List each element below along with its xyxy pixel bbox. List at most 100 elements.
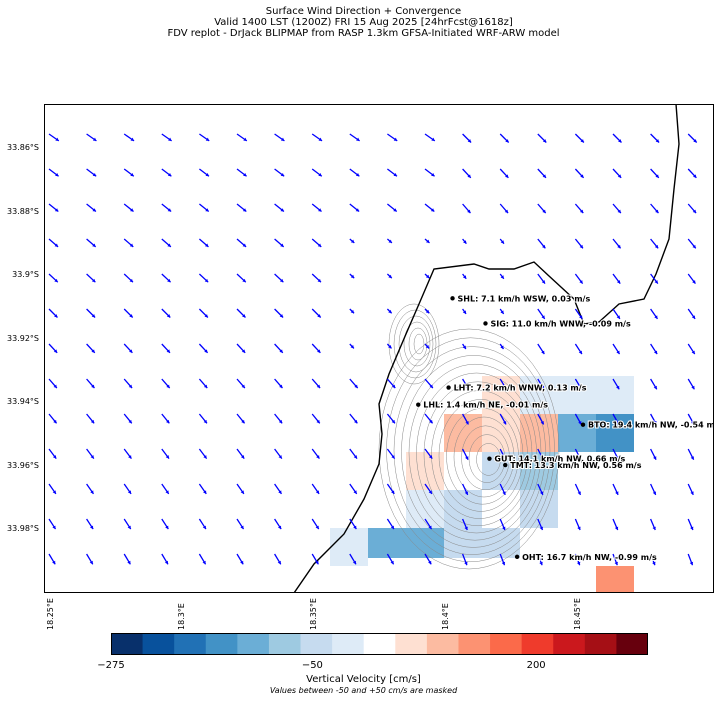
wind-arrow <box>537 553 543 566</box>
lat-tick-label: 33.98°S <box>7 524 39 534</box>
wind-arrow <box>462 483 469 496</box>
wind-arrow <box>86 483 95 495</box>
wind-arrow <box>574 448 582 460</box>
wind-arrow <box>198 343 209 354</box>
station-dot <box>580 422 586 427</box>
terrain-contour <box>423 381 533 527</box>
wind-arrow <box>424 133 436 142</box>
wind-arrow <box>537 413 545 425</box>
wind-arrow <box>311 168 323 177</box>
wind-arrow <box>687 448 695 460</box>
wind-arrow <box>649 553 656 566</box>
station-marker: SIG: 11.0 km/h WNW, -0.09 m/s <box>483 318 632 329</box>
wind-arrow <box>198 273 209 283</box>
wind-arrow <box>424 483 433 495</box>
wind-arrow <box>236 203 247 213</box>
lat-tick-label: 33.96°S <box>7 460 39 470</box>
lat-tick-label: 33.86°S <box>7 143 39 153</box>
lat-tick-label: 33.9°S <box>12 270 39 280</box>
wind-arrow <box>424 238 430 244</box>
wind-arrow <box>349 553 357 565</box>
wind-arrow <box>86 133 97 142</box>
wind-arrow <box>311 553 319 565</box>
wind-arrow <box>123 238 134 248</box>
terrain-contour <box>386 337 555 563</box>
wind-arrow <box>86 518 94 530</box>
colorbar-swatch <box>584 633 617 655</box>
wind-arrow <box>537 378 545 390</box>
wind-arrow <box>311 413 321 424</box>
wind-arrow <box>574 378 583 390</box>
wind-arrow <box>349 413 358 424</box>
wind-arrow <box>687 133 698 143</box>
wind-arrow <box>161 168 172 177</box>
wind-arrow <box>424 378 434 389</box>
wind-arrow <box>274 483 283 495</box>
wind-arrow <box>612 518 619 531</box>
wind-arrow <box>86 308 96 318</box>
wind-arrow <box>274 238 285 248</box>
wind-arrow <box>274 308 284 318</box>
wind-arrow <box>650 203 659 214</box>
wind-arrow <box>612 168 622 179</box>
terrain-contour <box>438 399 524 512</box>
wind-arrow <box>612 448 620 460</box>
wind-arrow <box>161 133 173 142</box>
wind-arrow <box>687 273 696 284</box>
wind-arrow <box>311 343 321 354</box>
wind-arrow <box>499 518 506 531</box>
wind-arrow <box>86 238 97 248</box>
terrain-contour <box>461 425 510 491</box>
wind-arrow <box>574 273 584 284</box>
title-line-3: FDV replot - DrJack BLIPMAP from RASP 1.… <box>167 28 560 39</box>
wind-arrow <box>574 518 581 531</box>
wind-arrow <box>236 448 245 459</box>
colorbar-swatch <box>395 633 428 655</box>
wind-arrow <box>274 273 284 283</box>
wind-arrow <box>123 168 135 177</box>
wind-arrow <box>48 168 59 177</box>
wind-arrow <box>499 203 509 214</box>
colorbar-swatch <box>616 633 648 655</box>
station-dot <box>487 456 492 461</box>
lon-tick-label: 18.45°E <box>572 598 582 630</box>
colorbar-swatch <box>174 633 207 655</box>
terrain-contour <box>476 443 501 476</box>
vv-cell <box>406 452 444 490</box>
wind-arrow <box>123 553 131 565</box>
wind-arrow <box>499 308 505 315</box>
terrain-contour <box>416 372 537 534</box>
wind-arrow <box>48 483 57 495</box>
station-dot <box>503 462 508 468</box>
wind-arrow <box>574 553 581 566</box>
lon-tick-label: 18.4°E <box>440 603 450 630</box>
vv-cell <box>558 414 596 452</box>
wind-arrow <box>161 483 170 495</box>
wind-arrow <box>424 343 430 349</box>
wind-arrow <box>198 203 210 213</box>
wind-arrow <box>537 273 546 284</box>
wind-arrow <box>86 343 96 354</box>
wind-arrow <box>198 308 209 318</box>
colorbar-swatch <box>490 633 523 655</box>
wind-arrow <box>462 378 470 390</box>
map-plot: SHL: 7.1 km/h WSW, 0.03 m/s SIG: 11.0 km/… <box>44 104 714 593</box>
terrain-contour <box>393 346 551 555</box>
wind-arrow <box>48 203 59 213</box>
colorbar-swatch <box>426 633 459 655</box>
colorbar-tick-label: −275 <box>97 660 125 671</box>
wind-arrow <box>311 203 322 213</box>
wind-arrow <box>574 483 582 496</box>
wind-arrow <box>123 448 132 459</box>
wind-arrow <box>462 413 469 425</box>
wind-arrow <box>499 553 506 566</box>
wind-arrow <box>386 518 395 530</box>
wind-arrow <box>198 413 208 424</box>
wind-arrow <box>462 518 468 531</box>
wind-arrow <box>349 168 360 177</box>
terrain-contour <box>403 321 431 367</box>
wind-arrow <box>236 378 246 389</box>
terrain-contour <box>408 363 542 541</box>
wind-arrow <box>236 238 247 248</box>
wind-arrow <box>687 308 696 320</box>
